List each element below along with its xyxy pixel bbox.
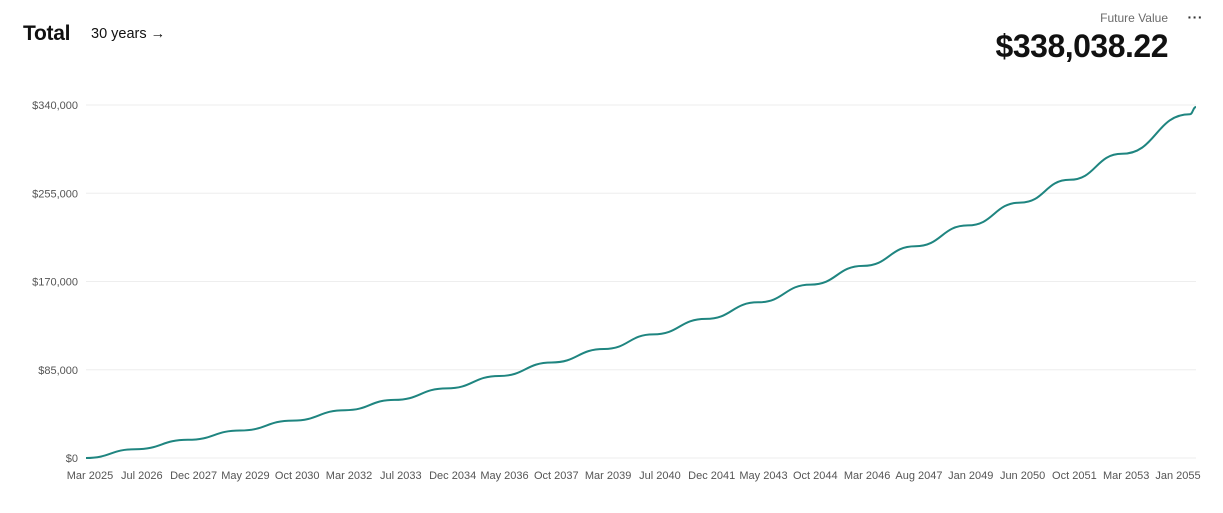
x-tick-label: May 2036	[480, 470, 528, 482]
x-tick-label: Jul 2026	[121, 470, 163, 482]
y-tick-label: $85,000	[38, 365, 78, 377]
x-tick-label: Oct 2030	[275, 470, 320, 482]
future-value-label: Future Value	[1100, 11, 1168, 25]
x-tick-label: Mar 2025	[67, 470, 113, 482]
x-tick-label: Mar 2039	[585, 470, 631, 482]
x-tick-label: May 2043	[739, 470, 787, 482]
future-value-amount: $338,038.22	[995, 28, 1169, 64]
time-range-button[interactable]: 30 years →	[91, 26, 166, 42]
y-tick-label: $255,000	[32, 188, 78, 200]
x-tick-label: Mar 2053	[1103, 470, 1149, 482]
x-tick-label: Aug 2047	[895, 470, 942, 482]
more-options-icon[interactable]: ···	[1187, 9, 1203, 25]
x-tick-label: Jul 2040	[639, 470, 681, 482]
x-tick-label: Dec 2041	[688, 470, 735, 482]
series-line	[85, 106, 1197, 459]
x-tick-label: Oct 2044	[793, 470, 838, 482]
x-tick-label: Mar 2046	[844, 470, 890, 482]
x-tick-label: Jan 2049	[948, 470, 993, 482]
x-tick-label: Jul 2033	[380, 470, 422, 482]
x-tick-label: Oct 2037	[534, 470, 579, 482]
x-tick-label: May 2029	[221, 470, 269, 482]
y-tick-label: $0	[66, 453, 78, 465]
x-tick-label: Jun 2050	[1000, 470, 1045, 482]
page-title: Total	[23, 22, 71, 45]
x-tick-label: Dec 2034	[429, 470, 476, 482]
x-tick-label: Jan 2055	[1155, 470, 1200, 482]
x-tick-label: Oct 2051	[1052, 470, 1097, 482]
x-tick-label: Mar 2032	[326, 470, 372, 482]
y-tick-label: $340,000	[32, 100, 78, 112]
y-tick-label: $170,000	[32, 277, 78, 289]
x-tick-label: Dec 2027	[170, 470, 217, 482]
